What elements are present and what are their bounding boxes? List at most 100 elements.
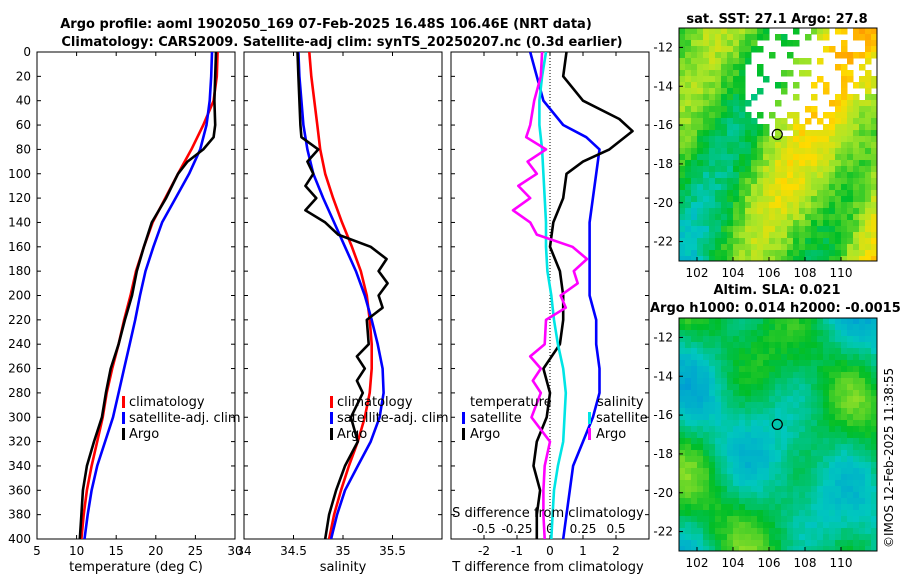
map-cell <box>853 444 860 451</box>
map-cell <box>745 244 752 251</box>
map-cell <box>865 360 872 367</box>
map-cell <box>781 40 788 47</box>
map-cell <box>685 420 692 427</box>
map-cell <box>745 372 752 379</box>
salinity-panel-frame <box>243 51 443 540</box>
map-cell <box>793 492 800 499</box>
map-cell <box>715 522 722 529</box>
map-cell <box>871 142 877 149</box>
map-cell <box>763 166 770 173</box>
map-cell <box>757 390 764 397</box>
map-cell <box>721 420 728 427</box>
map-cell <box>865 330 872 337</box>
map-cell <box>751 34 758 41</box>
map-cell <box>709 390 716 397</box>
map-cell <box>817 256 824 261</box>
map-cell <box>781 366 788 373</box>
map-cell <box>799 450 806 457</box>
map-cell <box>685 52 692 59</box>
map-cell <box>745 202 752 209</box>
map-cell <box>859 148 866 155</box>
map-cell <box>823 178 830 185</box>
map-cell <box>865 52 872 59</box>
map-cell <box>763 384 770 391</box>
map-cell <box>859 226 866 233</box>
map-cell <box>703 378 710 385</box>
map-cell <box>697 486 704 493</box>
map-cell <box>709 82 716 89</box>
s-tick-label: 0.25 <box>570 522 597 536</box>
map-cell <box>769 232 776 239</box>
x-tick-label: -2 <box>478 544 490 558</box>
map-cell <box>787 220 794 227</box>
map-cell <box>859 384 866 391</box>
map-cell <box>817 498 824 505</box>
map-cell <box>739 336 746 343</box>
map-cell <box>823 522 830 529</box>
map-cell <box>745 348 752 355</box>
map-cell <box>853 354 860 361</box>
map-cell <box>721 324 728 331</box>
map-cell <box>733 414 740 421</box>
map-cell <box>799 142 806 149</box>
x-tick-label: 34 <box>236 544 251 558</box>
map-cell <box>865 372 872 379</box>
map-cell <box>799 414 806 421</box>
series-line-satellite-adj-clim <box>297 52 385 539</box>
map-cell <box>811 450 818 457</box>
map-cell <box>799 528 806 535</box>
map-cell <box>865 94 872 101</box>
map-cell <box>679 330 686 337</box>
map-cell <box>697 342 704 349</box>
depth-tick-label: 240 <box>8 337 31 351</box>
map-cell <box>841 148 848 155</box>
map-cell <box>859 342 866 349</box>
map-cell <box>733 208 740 215</box>
map-cell <box>871 172 877 179</box>
map-cell <box>685 256 692 261</box>
map-cell <box>841 214 848 221</box>
map-cell <box>703 336 710 343</box>
depth-tick-label: 80 <box>16 142 31 156</box>
map-cell <box>751 396 758 403</box>
map-cell <box>691 378 698 385</box>
map-cell <box>859 76 866 83</box>
map-cell <box>727 396 734 403</box>
map-cell <box>739 142 746 149</box>
map-cell <box>847 528 854 535</box>
map-cell <box>871 76 877 83</box>
legend-label-climatology: climatology <box>337 395 413 410</box>
map-cell <box>733 112 740 119</box>
map-cell <box>733 486 740 493</box>
map-cell <box>763 136 770 143</box>
map-cell <box>757 510 764 517</box>
map-cell <box>697 64 704 71</box>
map-cell <box>823 414 830 421</box>
map-cell <box>799 342 806 349</box>
map-cell <box>835 426 842 433</box>
map-cell <box>727 214 734 221</box>
map-cell <box>679 318 686 325</box>
map-cell <box>733 396 740 403</box>
map-cell <box>817 528 824 535</box>
map-cell <box>709 232 716 239</box>
map-cell <box>799 354 806 361</box>
map-cell <box>697 420 704 427</box>
map-cell <box>739 94 746 101</box>
map-cell <box>853 148 860 155</box>
map-cell <box>679 106 686 113</box>
map-cell <box>757 330 764 337</box>
map-cell <box>787 498 794 505</box>
map-cell <box>751 414 758 421</box>
map-cell <box>709 112 716 119</box>
map-cell <box>679 34 686 41</box>
series-line-s-argo <box>511 52 589 539</box>
map-cell <box>679 172 686 179</box>
map-cell <box>679 82 686 89</box>
map-cell <box>679 160 686 167</box>
map-cell <box>721 522 728 529</box>
map-cell <box>793 118 800 125</box>
map-cell <box>727 190 734 197</box>
map-cell <box>727 76 734 83</box>
map-cell <box>757 348 764 355</box>
